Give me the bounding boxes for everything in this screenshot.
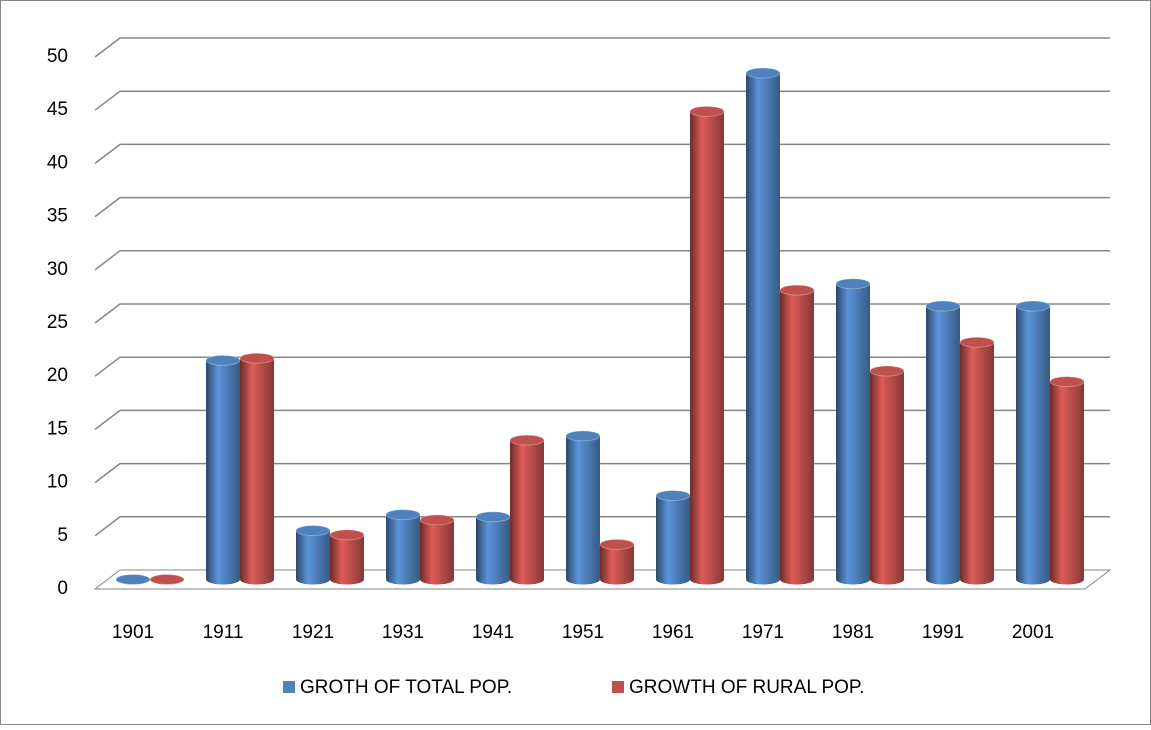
bar-cap	[1015, 300, 1051, 312]
bar	[870, 370, 904, 580]
y-tick-label: 45	[47, 99, 68, 120]
bar	[1016, 306, 1050, 580]
legend-label: GROWTH OF RURAL POP.	[629, 677, 864, 698]
bar	[690, 111, 724, 580]
x-tick-label: 1991	[922, 622, 964, 643]
bar-cap	[115, 574, 151, 585]
x-tick-label: 1941	[472, 622, 514, 643]
bar-cap	[385, 509, 421, 521]
y-tick-label: 35	[47, 206, 68, 227]
x-tick-label: 1981	[832, 622, 874, 643]
bar-cap	[565, 430, 601, 442]
bar-cap	[475, 511, 511, 523]
x-tick-label: 1931	[382, 622, 424, 643]
bar	[600, 544, 634, 580]
grid-line	[94, 37, 1110, 58]
y-tick-label: 40	[47, 152, 68, 173]
bar	[206, 360, 240, 580]
bar	[476, 516, 510, 580]
y-tick-label: 50	[47, 46, 68, 67]
bar-cap	[295, 525, 331, 537]
bar-cap	[689, 105, 725, 117]
bar-cap	[779, 284, 815, 296]
bar-cap	[959, 336, 995, 348]
y-tick-label: 0	[57, 578, 68, 599]
x-tick-label: 1961	[652, 622, 694, 643]
legend-label: GROTH OF TOTAL POP.	[300, 677, 512, 698]
x-tick-label: 1921	[292, 622, 334, 643]
y-tick-label: 5	[57, 525, 68, 546]
y-tick-label: 20	[47, 365, 68, 386]
bar-cap	[869, 365, 905, 377]
legend-swatch	[612, 681, 624, 693]
bar	[566, 435, 600, 580]
bar	[926, 306, 960, 580]
legend-swatch	[283, 681, 295, 693]
bar-cap	[835, 278, 871, 290]
bar	[1050, 381, 1084, 580]
bar	[960, 342, 994, 580]
bar-cap	[509, 434, 545, 446]
bar-cap	[149, 574, 185, 585]
bar	[296, 530, 330, 580]
y-tick-label: 30	[47, 259, 68, 280]
bar-cap	[239, 352, 275, 364]
y-tick-label: 10	[47, 472, 68, 493]
bar	[420, 519, 454, 580]
bar-cap	[925, 300, 961, 312]
bar	[656, 495, 690, 580]
bar-cap	[205, 354, 241, 366]
x-tick-label: 1951	[562, 622, 604, 643]
x-tick-label: 1971	[742, 622, 784, 643]
bar	[386, 514, 420, 580]
bar-cap	[329, 529, 365, 541]
x-tick-label: 1901	[112, 622, 154, 643]
x-tick-label: 1911	[203, 622, 244, 643]
bar-cap	[599, 538, 635, 550]
bar	[240, 358, 274, 580]
bar	[746, 73, 780, 580]
x-tick-label: 2001	[1012, 622, 1054, 643]
bar-cap	[419, 514, 455, 526]
bar	[330, 534, 364, 580]
bar	[510, 440, 544, 580]
bar	[780, 290, 814, 580]
bar-cap	[1049, 376, 1085, 388]
y-tick-label: 25	[47, 312, 68, 333]
bar	[836, 283, 870, 580]
bar-cap	[745, 67, 781, 79]
bar-cap	[655, 489, 691, 501]
y-tick-label: 15	[47, 418, 68, 439]
